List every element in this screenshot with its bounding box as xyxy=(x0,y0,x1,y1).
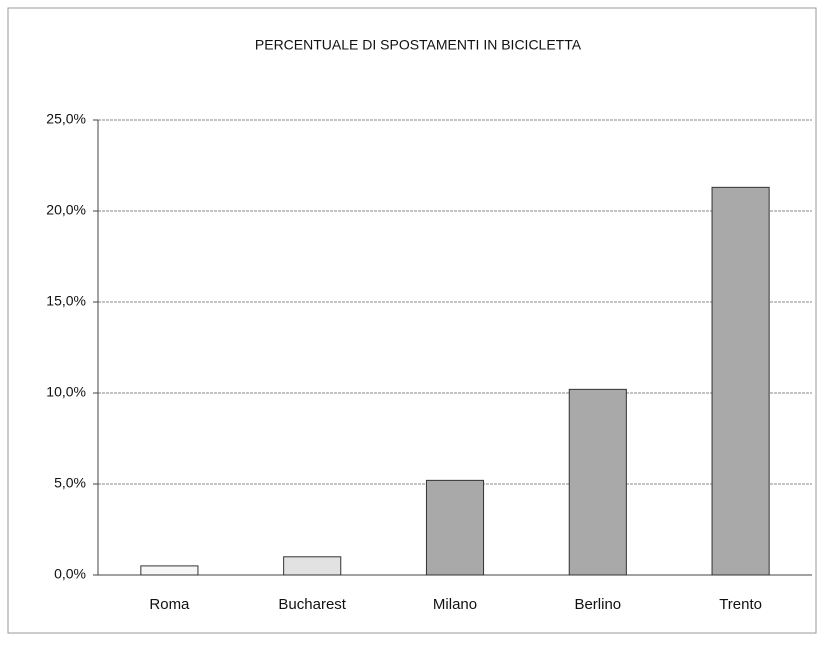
x-tick-label: Trento xyxy=(719,596,762,613)
y-tick-label: 25,0% xyxy=(46,111,86,127)
x-tick-label: Milano xyxy=(433,596,477,613)
bar xyxy=(283,556,342,576)
chart-title: PERCENTUALE DI SPOSTAMENTI IN BICICLETTA xyxy=(255,37,582,53)
y-tick-label: 20,0% xyxy=(46,202,86,218)
chart-frame xyxy=(7,7,817,634)
y-tick-label: 10,0% xyxy=(46,384,86,400)
x-tick-label: Berlino xyxy=(574,596,621,613)
y-tick-label: 15,0% xyxy=(46,293,86,309)
bar xyxy=(568,388,627,576)
x-tick-label: Roma xyxy=(149,596,190,613)
bar xyxy=(711,186,770,576)
y-tick-label: 5,0% xyxy=(54,475,86,491)
bar xyxy=(140,565,199,576)
x-tick-label: Bucharest xyxy=(278,596,346,613)
bar xyxy=(425,479,485,576)
y-tick-label: 0,0% xyxy=(54,566,86,582)
